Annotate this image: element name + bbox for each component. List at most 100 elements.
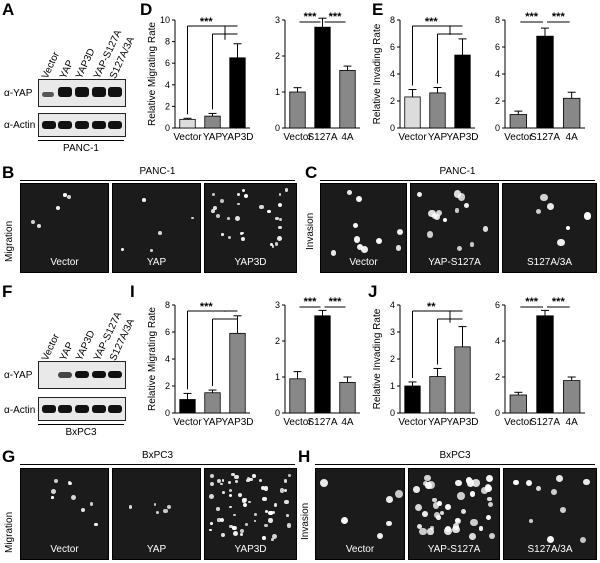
x-tick-label: 4A bbox=[341, 132, 354, 143]
micrograph-h-yap-s127a: YAP-S127A bbox=[408, 468, 500, 560]
bar bbox=[454, 54, 471, 129]
cell-dot bbox=[216, 478, 221, 483]
cell-dot bbox=[547, 535, 555, 543]
row-label: α-Actin bbox=[4, 120, 36, 131]
image-label: S127A/3A bbox=[526, 257, 573, 268]
cell-dot bbox=[469, 491, 476, 497]
cell-dot bbox=[277, 202, 282, 207]
cell-dot bbox=[220, 517, 225, 522]
blot-actin bbox=[38, 113, 126, 137]
bar bbox=[509, 394, 528, 414]
x-tick-label: YAP bbox=[203, 417, 223, 428]
cell-dot bbox=[50, 489, 56, 495]
cell-dot bbox=[452, 525, 460, 534]
x-tick-label: Vector bbox=[173, 417, 202, 428]
x-tick-label: Vector bbox=[398, 132, 427, 143]
micrograph-b-yap: YAP bbox=[112, 183, 201, 273]
cell-dot bbox=[150, 249, 154, 252]
cell-dot bbox=[228, 493, 233, 498]
cell-dot bbox=[234, 479, 238, 483]
cell-dot bbox=[220, 482, 224, 486]
cell-dot bbox=[278, 218, 282, 222]
cell-dot bbox=[156, 510, 160, 514]
cell-dot bbox=[341, 516, 349, 524]
image-label: YAP bbox=[146, 257, 167, 268]
x-tick-label: Vector bbox=[504, 417, 533, 428]
y-tick-label: 1 bbox=[275, 372, 280, 382]
y-tick-label: 4 bbox=[390, 69, 395, 79]
cell-dot bbox=[444, 504, 451, 510]
cell-dot bbox=[453, 190, 462, 199]
cell-dot bbox=[454, 479, 462, 487]
cell-dot bbox=[234, 474, 239, 480]
cell-dot bbox=[67, 481, 72, 486]
bar bbox=[454, 346, 471, 414]
cell-dot bbox=[237, 202, 240, 206]
y-tick-label: 0 bbox=[165, 123, 170, 133]
cell-dot bbox=[421, 511, 428, 517]
cell-dot bbox=[253, 513, 257, 517]
bar bbox=[229, 57, 246, 129]
cell-dot bbox=[209, 474, 214, 479]
cell-dot bbox=[287, 473, 292, 478]
cell-dot bbox=[277, 225, 282, 230]
image-label: YAP3D bbox=[234, 257, 267, 268]
bar bbox=[339, 70, 356, 129]
cell-dot bbox=[580, 536, 587, 543]
cell-dot bbox=[284, 499, 289, 505]
cell-dot bbox=[190, 216, 194, 220]
bar bbox=[179, 118, 196, 129]
cell-dot bbox=[283, 488, 288, 492]
cell-dot bbox=[232, 531, 238, 537]
cell-dot bbox=[435, 210, 443, 217]
cell-dot bbox=[485, 485, 493, 492]
cell-dot bbox=[233, 513, 237, 517]
cell-dot bbox=[70, 495, 76, 500]
cell-dot bbox=[228, 481, 231, 484]
cell-dot bbox=[481, 487, 488, 494]
cell-dot bbox=[286, 514, 289, 517]
cell-dot bbox=[457, 193, 466, 201]
cell-dot bbox=[209, 528, 213, 532]
micrograph-h-vector: Vector bbox=[315, 468, 405, 560]
cell-dot bbox=[431, 212, 438, 219]
cell-dot bbox=[247, 477, 251, 481]
bar bbox=[509, 114, 528, 129]
cell-dot bbox=[269, 242, 273, 247]
y-axis-label: Relative Migrating Rate bbox=[147, 22, 158, 126]
cell-dot bbox=[397, 228, 404, 235]
bar bbox=[429, 92, 446, 129]
cell-dot bbox=[227, 235, 231, 239]
panel-letter-c: C bbox=[305, 163, 318, 182]
cell-dot bbox=[276, 235, 282, 241]
y-tick-label: 3 bbox=[275, 15, 280, 25]
x-tick-label: YAP3D bbox=[446, 132, 478, 143]
micrograph-header-g: BxPC3 bbox=[141, 450, 174, 461]
x-tick-label: YAP bbox=[428, 132, 448, 143]
image-label: Vector bbox=[349, 257, 378, 268]
significance-label: *** bbox=[552, 296, 566, 308]
image-label: YAP3D bbox=[234, 544, 267, 555]
y-tick-label: 6 bbox=[390, 42, 395, 52]
y-tick-label: 6 bbox=[495, 300, 500, 310]
x-tick-label: YAP3D bbox=[446, 417, 478, 428]
significance-label: *** bbox=[425, 16, 439, 28]
cell-dot bbox=[279, 488, 285, 494]
x-tick-label: YAP3D bbox=[221, 132, 253, 143]
cell-dot bbox=[263, 486, 269, 491]
cell-dot bbox=[422, 480, 428, 486]
cell-dot bbox=[274, 241, 279, 246]
cell-dot bbox=[414, 504, 423, 512]
bar bbox=[204, 392, 221, 414]
cell-dot bbox=[264, 523, 268, 528]
y-tick-label: 0 bbox=[495, 123, 500, 133]
bar bbox=[314, 315, 331, 414]
cell-dot bbox=[217, 518, 221, 522]
cell-dot bbox=[221, 233, 224, 236]
cell-dot bbox=[426, 231, 434, 238]
bar bbox=[289, 91, 306, 129]
cell-dot bbox=[262, 496, 267, 502]
cell-dot bbox=[268, 511, 273, 516]
bar bbox=[179, 399, 196, 414]
x-tick-label: Vector bbox=[283, 132, 312, 143]
